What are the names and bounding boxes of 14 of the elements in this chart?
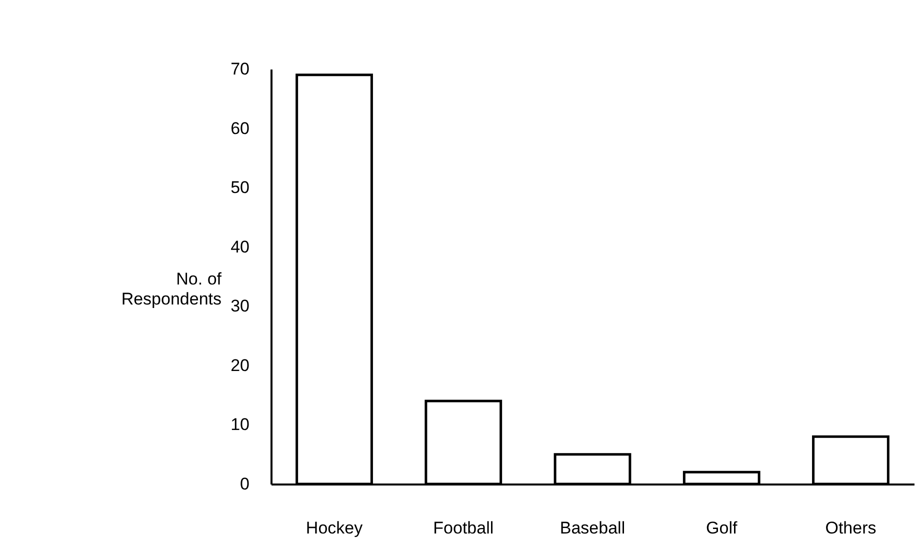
y-axis-title: No. of Respondents [121, 270, 222, 308]
y-tick-label: 30 [230, 296, 250, 316]
y-tick-label: 70 [230, 60, 250, 78]
y-tick-label: 10 [230, 415, 250, 434]
x-tick-label: Others [825, 518, 876, 538]
x-tick-label: Hockey [306, 518, 364, 538]
x-tick-label: Golf [706, 518, 738, 538]
y-tick-label: 50 [230, 178, 250, 198]
y-tick-label: 40 [230, 237, 250, 256]
y-tick-label: 0 [240, 474, 250, 494]
y-tick-label: 60 [230, 118, 250, 138]
x-tick-label: Baseball [560, 518, 626, 538]
x-tick-label: Football [433, 518, 494, 538]
y-tick-label: 20 [230, 356, 250, 375]
